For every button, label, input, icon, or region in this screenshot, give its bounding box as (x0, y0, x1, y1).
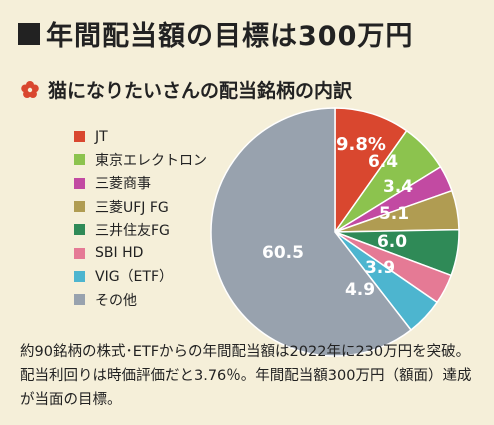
legend-label: SBI HD (95, 245, 144, 262)
flower-icon (21, 80, 39, 98)
pie-slice (210, 107, 413, 357)
legend-label: その他 (95, 292, 137, 309)
slice-value-label: 5.1 (379, 204, 409, 224)
legend-item: その他 (74, 288, 207, 311)
legend-item: 東京エレクトロン (74, 148, 207, 171)
legend-label: 三菱UFJ FG (95, 199, 169, 216)
page-title: 年間配当額の目標は300万円 (18, 14, 413, 53)
legend-label: 三井住友FG (95, 222, 170, 239)
legend-swatch (74, 224, 85, 236)
legend-swatch (74, 201, 85, 213)
chart-subtitle-text: 猫になりたいさんの配当銘柄の内訳 (48, 80, 353, 102)
slice-value-label: 9.8% (336, 134, 386, 155)
legend-label: 東京エレクトロン (95, 152, 207, 169)
legend-item: SBI HD (74, 241, 207, 264)
footnote: 約90銘柄の株式･ETFからの年間配当額は2022年に230万円を突破。配当利回… (20, 344, 472, 408)
legend-item: VIG（ETF） (74, 265, 207, 288)
legend-label: 三菱商事 (95, 176, 151, 193)
legend-item: 三菱UFJ FG (74, 195, 207, 218)
legend-item: JT (74, 125, 207, 148)
slice-value-label: 6.0 (377, 232, 407, 252)
slice-value-label: 60.5 (262, 243, 304, 263)
slice-value-label: 4.9 (345, 280, 375, 300)
square-bullet-icon (18, 22, 40, 45)
slice-value-label: 6.4 (368, 152, 398, 172)
legend-swatch (74, 294, 85, 306)
legend-swatch (74, 270, 85, 282)
legend-swatch (74, 247, 85, 259)
legend-item: 三菱商事 (74, 172, 207, 195)
legend-swatch (74, 131, 85, 143)
chart-subtitle: 猫になりたいさんの配当銘柄の内訳 (20, 76, 352, 103)
page-title-text: 年間配当額の目標は300万円 (46, 21, 414, 52)
legend-swatch (74, 177, 85, 189)
pie-slice (334, 107, 408, 235)
slice-value-label: 3.4 (383, 177, 413, 197)
legend-swatch (74, 154, 85, 166)
slice-value-label: 3.9 (365, 258, 395, 278)
chart-legend: JT 東京エレクトロン 三菱商事三菱UFJ FG 三井住友FG SBI HD VIG（ET… (74, 125, 207, 311)
legend-item: 三井住友FG (74, 218, 207, 241)
legend-label: VIG（ETF） (95, 269, 174, 286)
legend-label: JT (95, 128, 108, 145)
